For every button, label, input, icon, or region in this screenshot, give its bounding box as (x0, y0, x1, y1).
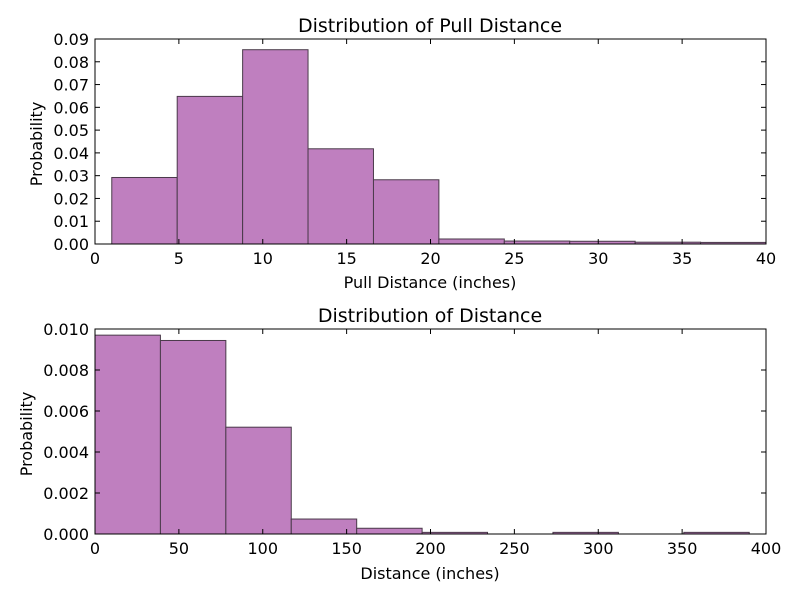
y-tick-label: 0.09 (53, 30, 89, 49)
y-tick-label: 0.008 (43, 361, 89, 380)
y-tick-label: 0.05 (53, 121, 89, 140)
histogram-bar (242, 49, 309, 245)
x-axis-label: Pull Distance (inches) (344, 273, 517, 292)
histogram-bar (438, 238, 505, 245)
histogram-bar (111, 176, 178, 245)
y-ticks: 0.00 0.01 0.02 0.03 0.04 0.05 0.06 0.07 0.08 0.09 (53, 30, 766, 254)
y-tick-label: 0.006 (43, 402, 89, 421)
y-tick-label: 0.08 (53, 53, 89, 72)
y-tick-label: 0.01 (53, 212, 89, 231)
y-ticks: 0.000 0.002 0.004 0.006 0.008 0.010 (43, 320, 766, 544)
histogram-bar (372, 179, 440, 245)
x-tick-label: 0 (90, 539, 100, 558)
y-tick-label: 0.000 (43, 525, 89, 544)
x-tick-label: 15 (336, 249, 356, 268)
x-tick-label: 150 (331, 539, 362, 558)
bars (94, 334, 750, 535)
chart-title: Distribution of Pull Distance (298, 15, 562, 37)
x-ticks: 0 50 100 150 200 250 300 350 400 (90, 329, 781, 558)
histogram-bar (356, 527, 423, 535)
x-ticks: 0 5 10 15 20 25 30 35 40 (90, 39, 776, 268)
x-tick-label: 200 (415, 539, 446, 558)
x-tick-label: 35 (672, 249, 692, 268)
distance-chart: Distribution of Distance 0 50 100 150 200 250… (17, 305, 781, 583)
y-tick-label: 0.04 (53, 144, 89, 163)
x-axis-label: Distance (inches) (360, 564, 499, 583)
y-axis-label: Probability (27, 102, 46, 187)
y-tick-label: 0.002 (43, 484, 89, 503)
x-tick-label: 50 (169, 539, 189, 558)
x-tick-label: 5 (174, 249, 184, 268)
chart-title: Distribution of Distance (318, 305, 542, 327)
y-axis-label: Probability (17, 392, 36, 477)
pull-distance-chart: Distribution of Pull Distance 0 5 10 15 20 25… (27, 15, 776, 292)
x-tick-label: 25 (504, 249, 524, 268)
y-tick-label: 0.07 (53, 76, 89, 95)
histogram-bar (225, 426, 292, 535)
x-tick-label: 30 (588, 249, 608, 268)
x-tick-label: 300 (583, 539, 614, 558)
x-tick-label: 10 (253, 249, 273, 268)
histogram-bar (176, 95, 244, 245)
x-tick-label: 250 (499, 539, 530, 558)
histogram-bar (159, 339, 227, 535)
x-tick-label: 350 (667, 539, 698, 558)
y-tick-label: 0.02 (53, 189, 89, 208)
y-tick-label: 0.06 (53, 98, 89, 117)
histogram-bar (307, 148, 374, 245)
x-tick-label: 400 (751, 539, 782, 558)
x-tick-label: 0 (90, 249, 100, 268)
y-tick-label: 0.004 (43, 443, 89, 462)
y-tick-label: 0.00 (53, 235, 89, 254)
y-tick-label: 0.010 (43, 320, 89, 339)
bars (111, 49, 767, 245)
x-tick-label: 100 (247, 539, 278, 558)
histogram-bar (94, 334, 161, 535)
y-tick-label: 0.03 (53, 167, 89, 186)
x-tick-label: 20 (420, 249, 440, 268)
x-tick-label: 40 (756, 249, 776, 268)
